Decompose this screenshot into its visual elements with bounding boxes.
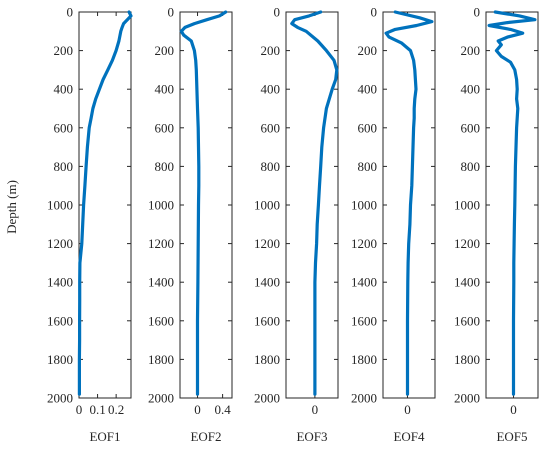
eof4-ytick-label: 1000 bbox=[351, 198, 377, 213]
panel-eof2: 0 200 400 600 800 1000 1200 1400 1600 1800 2000 0 0.… bbox=[148, 5, 233, 444]
eof5-ytick-label: 0 bbox=[474, 5, 481, 20]
eof1-ytick-label: 200 bbox=[54, 43, 74, 58]
eof2-ytick-label: 1400 bbox=[148, 275, 174, 290]
eof4-ytick-label: 1800 bbox=[351, 352, 377, 367]
eof4-ytick-label: 800 bbox=[358, 159, 378, 174]
eof3-ytick-label: 0 bbox=[274, 5, 281, 20]
eof4-ytick-label: 400 bbox=[358, 82, 378, 97]
eof3-ytick-label: 2000 bbox=[254, 391, 280, 406]
eof5-xtick-label: 0 bbox=[510, 402, 517, 417]
eof4-xtick-label: 0 bbox=[404, 402, 411, 417]
eof1-axes-box bbox=[78, 11, 132, 399]
eof5-ytick-label: 600 bbox=[461, 120, 481, 135]
panel-eof5: 0 200 400 600 800 1000 1200 1400 1600 1800 2000 0 EO… bbox=[454, 5, 539, 444]
eof4-profile-line bbox=[384, 10, 434, 396]
eof5-ytick-label: 2000 bbox=[454, 391, 480, 406]
eof1-xtick-label: 0.2 bbox=[108, 402, 124, 417]
eof3-ytick-label: 1000 bbox=[254, 198, 280, 213]
eof3-ytick-label: 200 bbox=[261, 43, 281, 58]
eof2-ytick-label: 1800 bbox=[148, 352, 174, 367]
eof5-ytick-label: 800 bbox=[461, 159, 481, 174]
eof2-ytick-label: 1600 bbox=[148, 313, 174, 328]
eof4-ytick-label: 1200 bbox=[351, 236, 377, 251]
eof3-ytick-label: 1600 bbox=[254, 313, 280, 328]
eof5-ytick-label: 1600 bbox=[454, 313, 480, 328]
eof5-ytick-label: 1800 bbox=[454, 352, 480, 367]
eof5-ytick-label: 1200 bbox=[454, 236, 480, 251]
eof4-ytick-label: 1400 bbox=[351, 275, 377, 290]
eof5-ytick-label: 400 bbox=[461, 82, 481, 97]
eof1-ytick-label: 1000 bbox=[47, 198, 73, 213]
eof4-ytick-label: 600 bbox=[358, 120, 378, 135]
eof5-profile-line bbox=[487, 10, 537, 396]
eof4-ytick-label: 200 bbox=[358, 43, 378, 58]
eof1-ytick-label: 1600 bbox=[47, 313, 73, 328]
eof1-ytick-label: 600 bbox=[54, 120, 74, 135]
eof2-ytick-label: 600 bbox=[155, 120, 175, 135]
eof1-ytick-label: 1200 bbox=[47, 236, 73, 251]
eof3-xlabel: EOF3 bbox=[296, 429, 327, 444]
eof2-xtick-label: 0 bbox=[194, 402, 201, 417]
eof2-ytick-label: 200 bbox=[155, 43, 175, 58]
panel-eof4: 0 200 400 600 800 1000 1200 1400 1600 1800 2000 0 EO… bbox=[351, 5, 436, 444]
eof2-axes-box bbox=[179, 11, 233, 399]
eof1-xtick-label: 0.1 bbox=[89, 402, 105, 417]
eof1-profile-line bbox=[77, 10, 133, 396]
eof2-ytick-label: 800 bbox=[155, 159, 175, 174]
eof4-ytick-label: 2000 bbox=[351, 391, 377, 406]
eof5-xlabel: EOF5 bbox=[496, 429, 527, 444]
eof2-ytick-label: 0 bbox=[168, 5, 175, 20]
eof3-ytick-label: 1800 bbox=[254, 352, 280, 367]
eof2-ytick-label: 2000 bbox=[148, 391, 174, 406]
eof3-ytick-label: 600 bbox=[261, 120, 281, 135]
eof1-ytick-label: 2000 bbox=[47, 391, 73, 406]
eof3-xtick-label: 0 bbox=[312, 402, 319, 417]
eof4-xlabel: EOF4 bbox=[393, 429, 425, 444]
y-axis-label: Depth (m) bbox=[4, 180, 19, 234]
eof1-ytick-label: 800 bbox=[54, 159, 74, 174]
eof2-xlabel: EOF2 bbox=[190, 429, 221, 444]
eof4-ytick-label: 1600 bbox=[351, 313, 377, 328]
eof2-ytick-label: 400 bbox=[155, 82, 175, 97]
eof5-ytick-label: 200 bbox=[461, 43, 481, 58]
eof2-profile-line bbox=[179, 10, 228, 396]
eof3-axes-box bbox=[285, 11, 339, 399]
eof1-xtick-label: 0 bbox=[76, 402, 83, 417]
eof3-ytick-label: 800 bbox=[261, 159, 281, 174]
eof2-xtick-label: 0.4 bbox=[214, 402, 231, 417]
eof1-ytick-label: 0 bbox=[67, 5, 74, 20]
eof5-ytick-label: 1400 bbox=[454, 275, 480, 290]
eof1-ytick-label: 1400 bbox=[47, 275, 73, 290]
panel-eof3: 0 200 400 600 800 1000 1200 1400 1600 1800 2000 0 EO… bbox=[254, 5, 339, 444]
eof3-ytick-label: 1400 bbox=[254, 275, 280, 290]
eof2-ytick-label: 1200 bbox=[148, 236, 174, 251]
eof1-ytick-label: 1800 bbox=[47, 352, 73, 367]
eof3-ytick-label: 400 bbox=[261, 82, 281, 97]
eof3-profile-line bbox=[290, 10, 339, 396]
eof1-xlabel: EOF1 bbox=[89, 429, 120, 444]
eof5-ytick-label: 1000 bbox=[454, 198, 480, 213]
eof3-ytick-label: 1200 bbox=[254, 236, 280, 251]
eof1-ytick-label: 400 bbox=[54, 82, 74, 97]
eof2-ytick-label: 1000 bbox=[148, 198, 174, 213]
eof4-ytick-label: 0 bbox=[371, 5, 378, 20]
